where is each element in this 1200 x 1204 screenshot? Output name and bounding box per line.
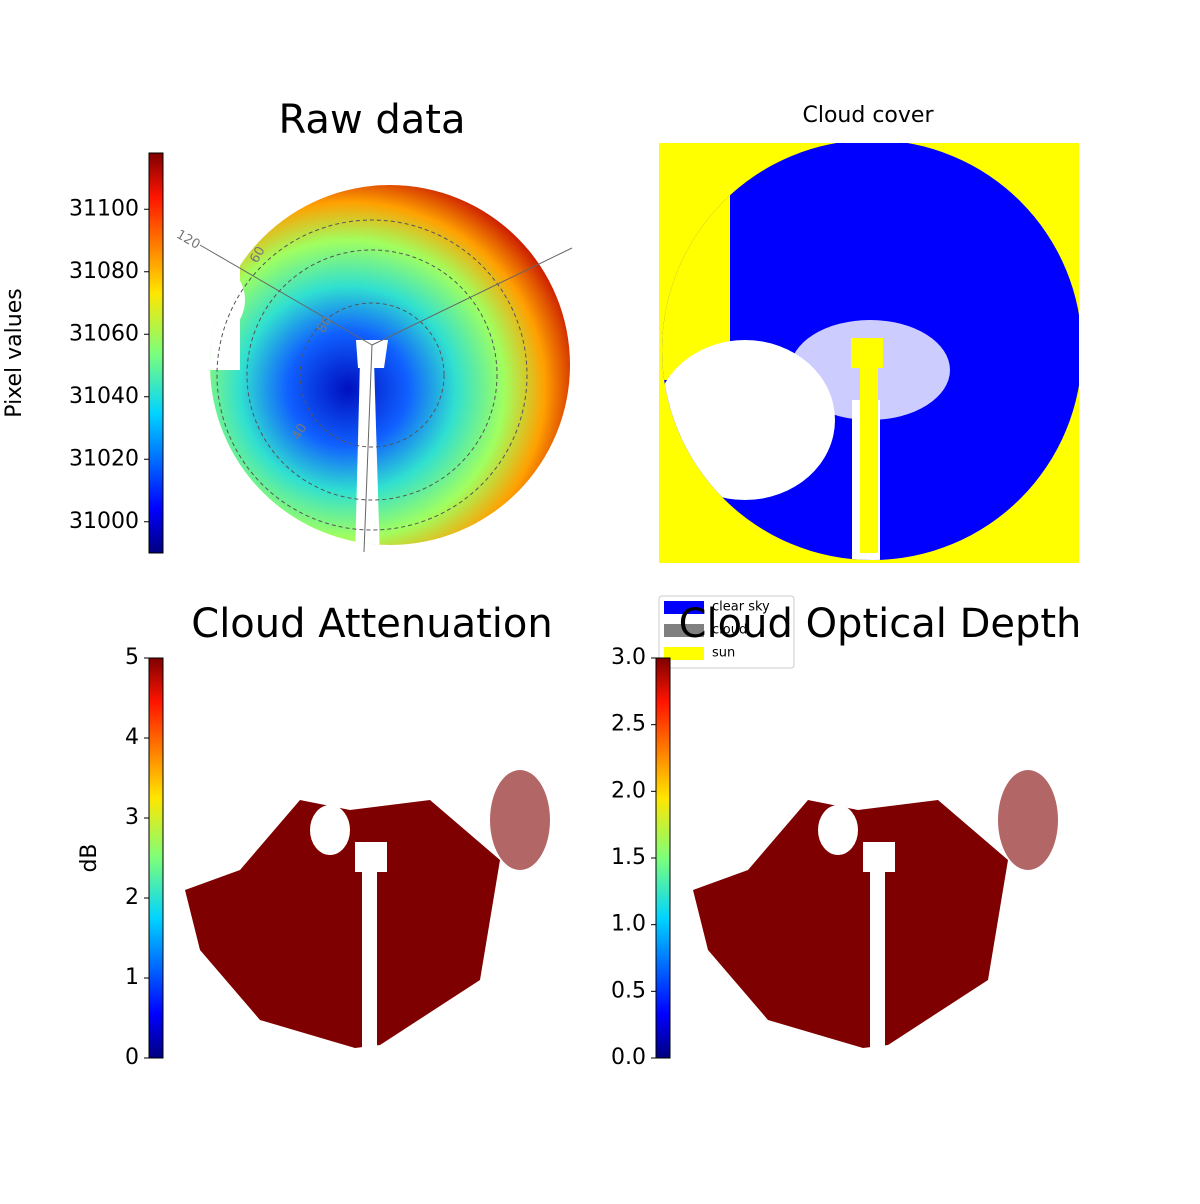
- colorbar-label: Pixel values: [2, 288, 27, 417]
- colorbar-tick-label: 31060: [69, 321, 139, 346]
- colorbar-tick-label: 31020: [69, 446, 139, 471]
- legend-label: cloud: [712, 623, 747, 638]
- legend-swatch: [664, 624, 704, 637]
- sun-mask: [851, 338, 883, 368]
- colorbar-tick-label: 2.0: [611, 778, 646, 803]
- polar-axes: [199, 244, 573, 553]
- colorbar-tick-label: 0.5: [611, 978, 646, 1003]
- colorbar-tick-label: 4: [125, 725, 139, 750]
- legend: clear sky cloud sun: [658, 595, 795, 669]
- colorbar-tick-label: 31080: [69, 259, 139, 284]
- polar-label: 80: [314, 314, 335, 336]
- colorbar-tick-label: 2: [125, 885, 139, 910]
- sun-mask: [860, 368, 878, 553]
- colorbar-tick-label: 3.0: [611, 645, 646, 670]
- legend-swatch: [664, 647, 704, 660]
- polar-label: 120: [173, 227, 202, 252]
- panel-title: Cloud cover: [803, 103, 935, 128]
- panel-title: Raw data: [279, 97, 466, 143]
- colorbar-label: dB: [77, 843, 102, 872]
- polar-label: 40: [289, 421, 310, 443]
- colorbar-tick-label: 3: [125, 805, 139, 830]
- colorbar-tick-label: 31040: [69, 384, 139, 409]
- colorbar: [148, 152, 164, 554]
- attenuation-image: [185, 770, 550, 1052]
- colorbar-tick-label: 5: [125, 645, 139, 670]
- polar-label: 60: [247, 244, 268, 266]
- colorbar-tick-label: 0: [125, 1045, 139, 1070]
- legend-swatch: [664, 601, 704, 614]
- colorbar-tick-label: 1.5: [611, 845, 646, 870]
- colorbar: [655, 657, 671, 1059]
- colorbar-tick-label: 0.0: [611, 1045, 646, 1070]
- colorbar: [148, 657, 164, 1059]
- panel-title: Cloud Attenuation: [191, 601, 552, 647]
- legend-label: sun: [712, 646, 735, 661]
- colorbar-tick-label: 1.0: [611, 912, 646, 937]
- colorbar-tick-label: 2.5: [611, 712, 646, 737]
- legend-label: clear sky: [712, 600, 770, 615]
- panel-title: Cloud Optical Depth: [679, 601, 1082, 647]
- colorbar-tick-label: 31000: [69, 509, 139, 534]
- colorbar-tick-label: 31100: [69, 196, 139, 221]
- polar-grid: [216, 219, 528, 531]
- colorbar-tick-label: 1: [125, 965, 139, 990]
- optical-depth-image: [693, 770, 1058, 1052]
